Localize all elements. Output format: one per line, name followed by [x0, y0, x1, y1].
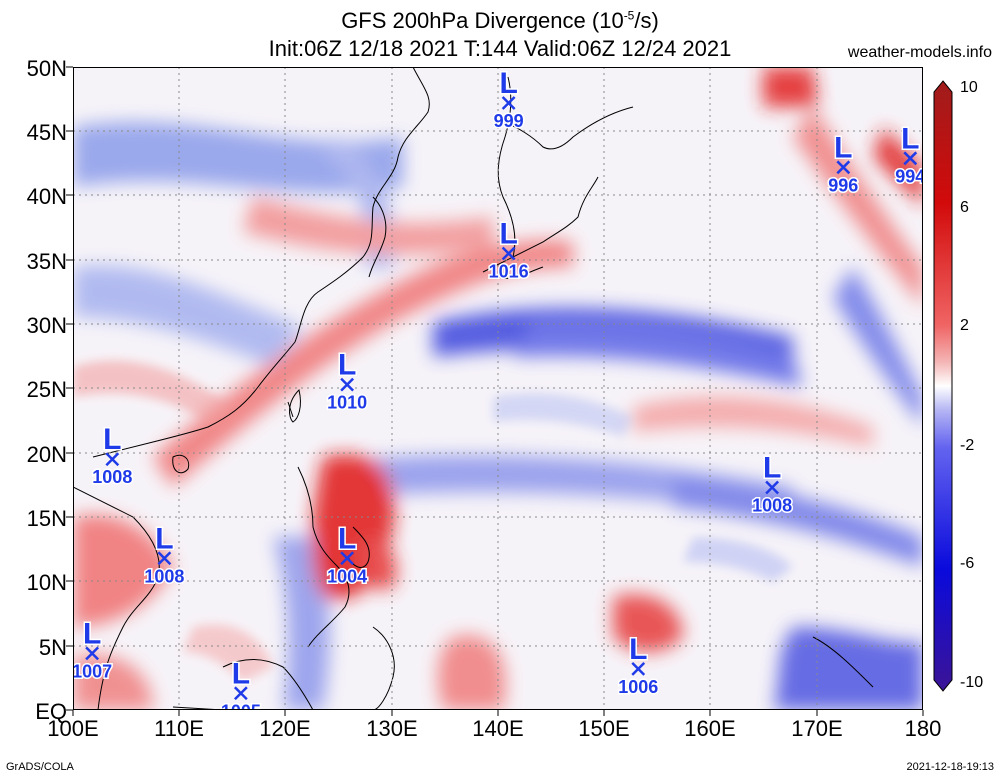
title-superscript: -5: [623, 8, 635, 23]
low-center-x-icon: [903, 151, 918, 166]
low-pressure-value: 1008: [752, 496, 792, 516]
low-marker: L 1008: [91, 422, 134, 489]
lon-label: 130E: [366, 716, 418, 741]
lat-label: 30N: [26, 313, 67, 338]
low-symbol: L: [338, 349, 356, 382]
lon-label: 120E: [259, 716, 311, 741]
low-marker: L 1007: [73, 616, 114, 683]
low-pressure-markers: L 999 L 996 L 994 L 1016 L 1010 L 1008 L 1008 L 1008 L 10…: [73, 67, 923, 710]
colorbar-label: -6: [960, 555, 975, 572]
low-symbol: L: [834, 131, 852, 164]
graticule: [73, 67, 923, 710]
colorbar-label: -10: [960, 674, 984, 691]
low-pressure-value: 1016: [489, 261, 529, 281]
low-marker: L 999: [492, 67, 525, 133]
low-center-x-icon: [836, 160, 851, 175]
low-symbol: L: [83, 617, 101, 650]
low-marker: L 1008: [751, 450, 794, 517]
low-marker: L 1016: [487, 216, 530, 283]
lon-label: 160E: [684, 716, 736, 741]
low-marker: L 994: [894, 121, 923, 188]
lon-label: 140E: [472, 716, 524, 741]
low-center-x-icon: [501, 96, 516, 110]
low-pressure-value: 1008: [144, 566, 184, 586]
colorbar-label: 2: [960, 317, 969, 334]
colorbar-label: 10: [960, 79, 978, 96]
low-center-x-icon: [85, 646, 100, 661]
low-center-x-icon: [340, 377, 355, 392]
low-symbol: L: [232, 657, 250, 690]
lat-label: 10N: [26, 570, 67, 595]
lat-label: EQ: [35, 699, 67, 724]
low-center-x-icon: [631, 661, 646, 676]
low-marker: L 1004: [326, 521, 369, 588]
low-center-x-icon: [340, 551, 355, 566]
lon-label: 170E: [791, 716, 843, 741]
footer-software: GrADS/COLA: [6, 761, 74, 773]
low-pressure-value: 1008: [92, 467, 132, 487]
title-text: GFS 200hPa Divergence (10: [341, 8, 624, 33]
subtitle-text: Init:06Z 12/18 2021 T:144 Valid:06Z 12/2…: [268, 36, 732, 61]
low-pressure-value: 1007: [73, 661, 112, 681]
lat-label: 25N: [26, 377, 67, 402]
low-symbol: L: [499, 67, 517, 100]
chart-title: GFS 200hPa Divergence (10-5/s): [0, 8, 1000, 34]
footer-timestamp: 2021-12-18-19:13: [906, 761, 994, 773]
lon-label: 180: [904, 716, 942, 741]
lat-label: 35N: [26, 249, 67, 274]
low-pressure-value: 1010: [327, 393, 367, 413]
lat-label: 45N: [26, 120, 67, 145]
colorbar-label: 6: [960, 199, 969, 216]
low-marker: L 1008: [143, 521, 186, 588]
lat-label: 20N: [26, 442, 67, 467]
low-marker: L 996: [827, 130, 860, 197]
low-marker: L 1010: [326, 347, 369, 414]
low-symbol: L: [629, 633, 647, 666]
low-pressure-value: 1005: [221, 701, 261, 710]
map-frame: [73, 67, 923, 710]
low-symbol: L: [103, 423, 121, 456]
low-symbol: L: [338, 522, 356, 555]
low-pressure-value: 996: [828, 175, 858, 195]
divergence-map: L 999 L 996 L 994 L 1016 L 1010 L 1008 L 1008 L 1008 L 10…: [73, 67, 923, 710]
lat-label: 15N: [26, 506, 67, 531]
low-center-x-icon: [501, 246, 516, 261]
low-marker: L 1005: [219, 656, 262, 710]
low-pressure-value: 999: [494, 111, 524, 131]
lon-label: 150E: [578, 716, 630, 741]
low-symbol: L: [155, 522, 173, 555]
title-unit: /s): [634, 8, 659, 33]
colorbar: [933, 80, 953, 692]
chart-subtitle: Init:06Z 12/18 2021 T:144 Valid:06Z 12/2…: [0, 36, 1000, 62]
lon-label: 100E: [47, 716, 99, 741]
lat-label: 5N: [38, 635, 67, 660]
site-credit: weather-models.info: [847, 44, 992, 61]
low-pressure-value: 1004: [327, 566, 367, 586]
low-symbol: L: [763, 452, 781, 485]
low-center-x-icon: [233, 686, 248, 701]
low-pressure-value: 994: [895, 166, 923, 186]
low-center-x-icon: [105, 452, 120, 467]
low-pressure-value: 1006: [618, 677, 658, 697]
low-symbol: L: [901, 122, 919, 155]
low-center-x-icon: [157, 551, 172, 566]
coastline-layer: [73, 67, 874, 710]
low-center-x-icon: [765, 480, 780, 495]
low-symbol: L: [499, 217, 517, 250]
colorbar-scale: [933, 80, 953, 692]
lat-label: 40N: [26, 184, 67, 209]
lon-label: 110E: [154, 716, 204, 741]
lat-label: 50N: [26, 56, 67, 81]
low-marker: L 1006: [617, 631, 660, 698]
colorbar-label: -2: [960, 437, 975, 454]
